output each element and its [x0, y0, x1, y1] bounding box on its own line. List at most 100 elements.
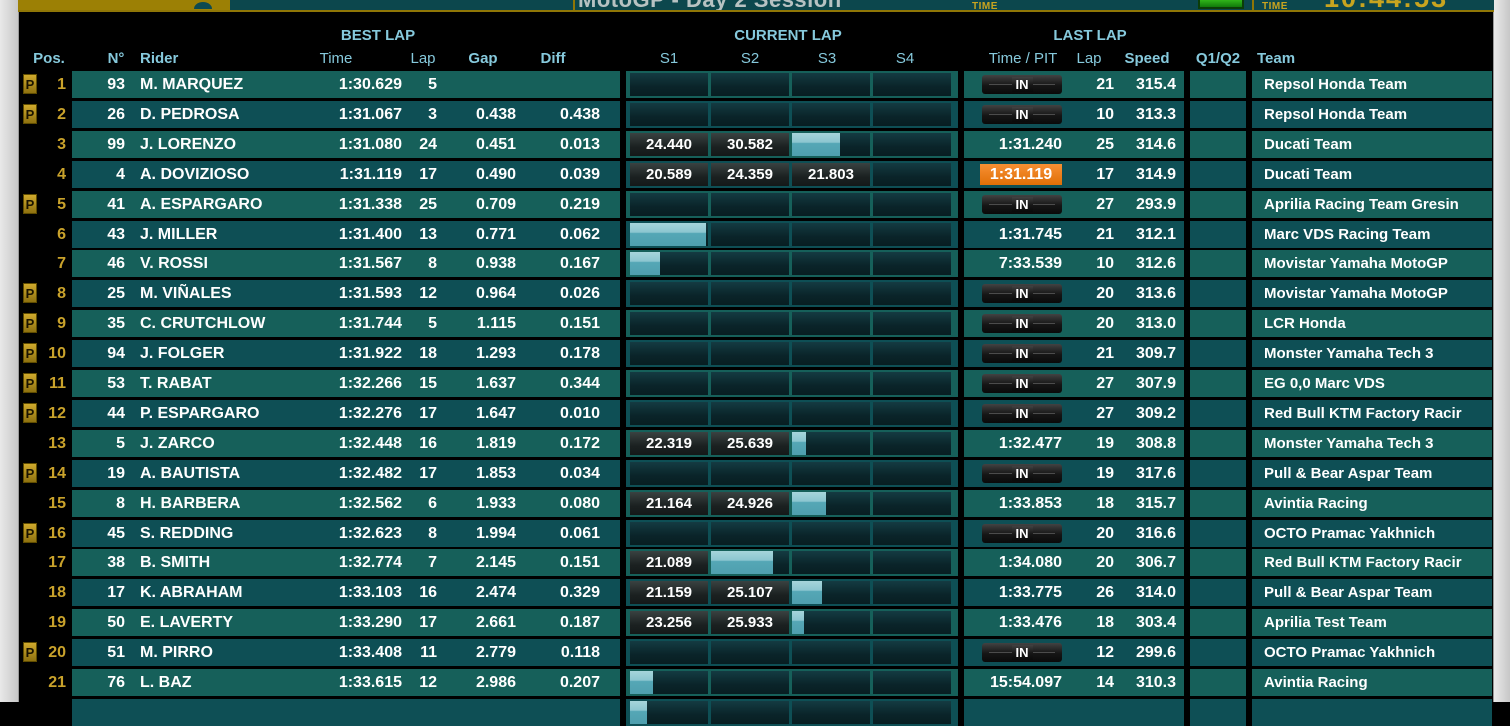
- diff-value: 0.207: [559, 674, 600, 691]
- gap-value: 1.933: [475, 495, 516, 512]
- table-row[interactable]: P 11 53 T. RABAT 1:32.266 15 1.637 0.344 IN 27 307…: [0, 370, 1510, 397]
- last-lap-number: 20: [1096, 315, 1114, 332]
- pit-badge: P: [23, 373, 37, 393]
- best-lap-number: 7: [428, 554, 437, 571]
- sector-1-cell: 21.159: [630, 581, 708, 604]
- team-name: Monster Yamaha Tech 3: [1264, 435, 1434, 452]
- team-name: Movistar Yamaha MotoGP: [1264, 285, 1448, 302]
- gap-value: 1.994: [475, 525, 516, 542]
- table-row[interactable]: P 5 41 A. ESPARGARO 1:31.338 25 0.709 0.219 IN 27…: [0, 191, 1510, 218]
- sector-progress-bar: [630, 223, 706, 246]
- top-bar-divider: [1252, 0, 1254, 10]
- last-lap-panel: IN 21 309.7: [964, 340, 1184, 367]
- table-row[interactable]: P 8 25 M. VIÑALES 1:31.593 12 0.964 0.026 IN 20 31…: [0, 280, 1510, 307]
- sector-3-cell: [792, 701, 870, 724]
- best-lap-time: 1:30.629: [338, 76, 402, 93]
- q1q2-cell: [1190, 71, 1246, 98]
- table-row[interactable]: 19 50 E. LAVERTY 1:33.290 17 2.661 0.187 23.256…: [0, 609, 1510, 636]
- best-lap-panel: 4 A. DOVIZIOSO 1:31.119 17 0.490 0.039: [72, 161, 620, 188]
- table-row[interactable]: 15 8 H. BARBERA 1:32.562 6 1.933 0.080 21.164 24…: [0, 490, 1510, 517]
- in-pit-badge: IN: [982, 344, 1062, 363]
- best-lap-time: 1:31.338: [338, 196, 402, 213]
- table-row[interactable]: 13 5 J. ZARCO 1:32.448 16 1.819 0.172 22.319 25.…: [0, 430, 1510, 457]
- team-name: Aprilia Racing Team Gresin: [1264, 196, 1459, 213]
- best-lap-number: 6: [428, 495, 437, 512]
- sector-2-cell: 25.933: [711, 611, 789, 634]
- team-cell: Marc VDS Racing Team: [1252, 221, 1492, 248]
- best-lap-number: 3: [428, 106, 437, 123]
- table-row[interactable]: P 9 35 C. CRUTCHLOW 1:31.744 5 1.115 0.151 IN 20 3…: [0, 310, 1510, 337]
- best-lap-time: 1:32.562: [338, 495, 402, 512]
- table-row[interactable]: 6 43 J. MILLER 1:31.400 13 0.771 0.062 1:31.745…: [0, 221, 1510, 248]
- q1q2-cell: [1190, 191, 1246, 218]
- in-pit-badge: IN: [982, 284, 1062, 303]
- table-row[interactable]: P 12 44 P. ESPARGARO 1:32.276 17 1.647 0.010 IN 2…: [0, 400, 1510, 427]
- team-name: Repsol Honda Team: [1264, 76, 1408, 93]
- gap-value: 1.819: [475, 435, 516, 452]
- table-row[interactable]: P 16 45 S. REDDING 1:32.623 8 1.994 0.061 IN 20 31…: [0, 520, 1510, 547]
- table-row[interactable]: 7 46 V. ROSSI 1:31.567 8 0.938 0.167 7:33.539 10…: [0, 250, 1510, 277]
- best-lap-number: 12: [419, 285, 437, 302]
- sector-1-cell: [630, 252, 708, 275]
- sector-3-cell: [792, 312, 870, 335]
- rider-number: 26: [107, 106, 125, 123]
- diff-value: 0.329: [559, 584, 600, 601]
- table-row[interactable]: P 20 51 M. PIRRO 1:33.408 11 2.779 0.118 IN 12 299…: [0, 639, 1510, 666]
- best-lap-time: 1:32.266: [338, 375, 402, 392]
- sector-1-cell: [630, 701, 708, 724]
- table-row[interactable]: 17 38 B. SMITH 1:32.774 7 2.145 0.151 21.089 1:3…: [0, 549, 1510, 576]
- table-row[interactable]: 3 99 J. LORENZO 1:31.080 24 0.451 0.013 24.440 3…: [0, 131, 1510, 158]
- last-lap-panel: IN 27 293.9: [964, 191, 1184, 218]
- position-number: 20: [48, 644, 66, 661]
- table-row[interactable]: 18 17 K. ABRAHAM 1:33.103 16 2.474 0.329 21.159…: [0, 579, 1510, 606]
- table-row[interactable]: P 14 19 A. BAUTISTA 1:32.482 17 1.853 0.034 IN 19…: [0, 460, 1510, 487]
- time-label: TIME: [972, 1, 998, 12]
- gap-value: 1.293: [475, 345, 516, 362]
- team-name: Avintia Racing: [1264, 495, 1368, 512]
- current-lap-panel: [626, 639, 958, 666]
- team-cell: Ducati Team: [1252, 161, 1492, 188]
- sector-3-cell: [792, 193, 870, 216]
- last-lap-number: 17: [1096, 166, 1114, 183]
- sector-1-cell: [630, 671, 708, 694]
- table-row[interactable]: P 10 94 J. FOLGER 1:31.922 18 1.293 0.178 IN 21 30…: [0, 340, 1510, 367]
- sector-progress-bar: [630, 252, 660, 275]
- sector-1-cell: [630, 73, 708, 96]
- last-lap-number: 19: [1096, 435, 1114, 452]
- window-edge-left: [0, 0, 19, 702]
- diff-value: 0.167: [559, 255, 600, 272]
- rider-number: 8: [116, 495, 125, 512]
- table-row[interactable]: 4 4 A. DOVIZIOSO 1:31.119 17 0.490 0.039 20.589…: [0, 161, 1510, 188]
- sector-3-cell: [792, 103, 870, 126]
- best-lap-number: 11: [420, 644, 437, 661]
- current-lap-panel: [626, 460, 958, 487]
- best-lap-panel: 25 M. VIÑALES 1:31.593 12 0.964 0.026: [72, 280, 620, 307]
- table-row[interactable]: P 2 26 D. PEDROSA 1:31.067 3 0.438 0.438 IN 10 313…: [0, 101, 1510, 128]
- current-lap-panel: 20.589 24.359 21.803: [626, 161, 958, 188]
- team-name: Ducati Team: [1264, 166, 1353, 183]
- best-lap-panel: 26 D. PEDROSA 1:31.067 3 0.438 0.438: [72, 101, 620, 128]
- gap-value: 1.647: [475, 405, 516, 422]
- last-lap-time: 1:34.080: [998, 554, 1062, 571]
- top-speed: 293.9: [1135, 196, 1176, 213]
- current-lap-panel: [626, 400, 958, 427]
- last-lap-number: 19: [1096, 465, 1114, 482]
- best-lap-time: 1:33.615: [338, 674, 402, 691]
- table-row[interactable]: P 1 93 M. MARQUEZ 1:30.629 5 IN 21 315.4 Repsol H…: [0, 71, 1510, 98]
- sector-progress-bar: [630, 671, 654, 694]
- in-pit-label: IN: [1011, 286, 1033, 301]
- diff-value: 0.438: [559, 106, 600, 123]
- last-lap-panel: 1:34.080 20 306.7: [964, 549, 1184, 576]
- last-lap-time: 1:31.745: [998, 226, 1062, 243]
- last-lap-panel: 1:31.240 25 314.6: [964, 131, 1184, 158]
- team-name: OCTO Pramac Yakhnich: [1264, 525, 1436, 542]
- table-row[interactable]: 21 76 L. BAZ 1:33.615 12 2.986 0.207 15:54.097 1…: [0, 669, 1510, 696]
- sector-4-cell: [873, 522, 951, 545]
- best-lap-time: 1:32.623: [338, 525, 402, 542]
- sector-1-cell: [630, 312, 708, 335]
- best-lap-time: 1:31.400: [338, 226, 402, 243]
- pit-badge: P: [23, 463, 37, 483]
- q1q2-cell: [1190, 131, 1246, 158]
- col-speed: Speed: [1124, 50, 1170, 67]
- current-lap-panel: [626, 250, 958, 277]
